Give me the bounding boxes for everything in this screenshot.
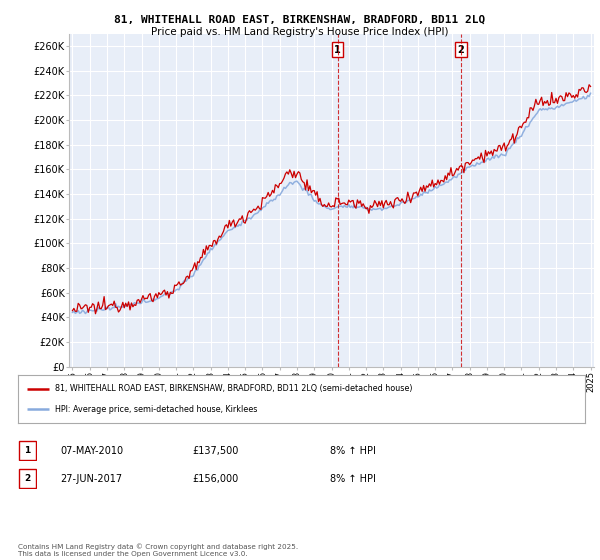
Text: 2: 2 [25,474,31,483]
FancyBboxPatch shape [19,469,36,488]
Text: 2: 2 [457,45,464,55]
Text: 81, WHITEHALL ROAD EAST, BIRKENSHAW, BRADFORD, BD11 2LQ (semi-detached house): 81, WHITEHALL ROAD EAST, BIRKENSHAW, BRA… [55,384,412,393]
Text: 8% ↑ HPI: 8% ↑ HPI [330,474,376,484]
Text: Price paid vs. HM Land Registry's House Price Index (HPI): Price paid vs. HM Land Registry's House … [151,27,449,37]
Text: £137,500: £137,500 [192,446,238,456]
Text: 1: 1 [25,446,31,455]
Text: 27-JUN-2017: 27-JUN-2017 [60,474,122,484]
Text: 07-MAY-2010: 07-MAY-2010 [60,446,123,456]
Text: £156,000: £156,000 [192,474,238,484]
Text: Contains HM Land Registry data © Crown copyright and database right 2025.
This d: Contains HM Land Registry data © Crown c… [18,544,298,557]
Text: HPI: Average price, semi-detached house, Kirklees: HPI: Average price, semi-detached house,… [55,405,257,414]
Text: 8% ↑ HPI: 8% ↑ HPI [330,446,376,456]
Text: 81, WHITEHALL ROAD EAST, BIRKENSHAW, BRADFORD, BD11 2LQ: 81, WHITEHALL ROAD EAST, BIRKENSHAW, BRA… [115,15,485,25]
Text: 1: 1 [334,45,341,55]
FancyBboxPatch shape [19,441,36,460]
